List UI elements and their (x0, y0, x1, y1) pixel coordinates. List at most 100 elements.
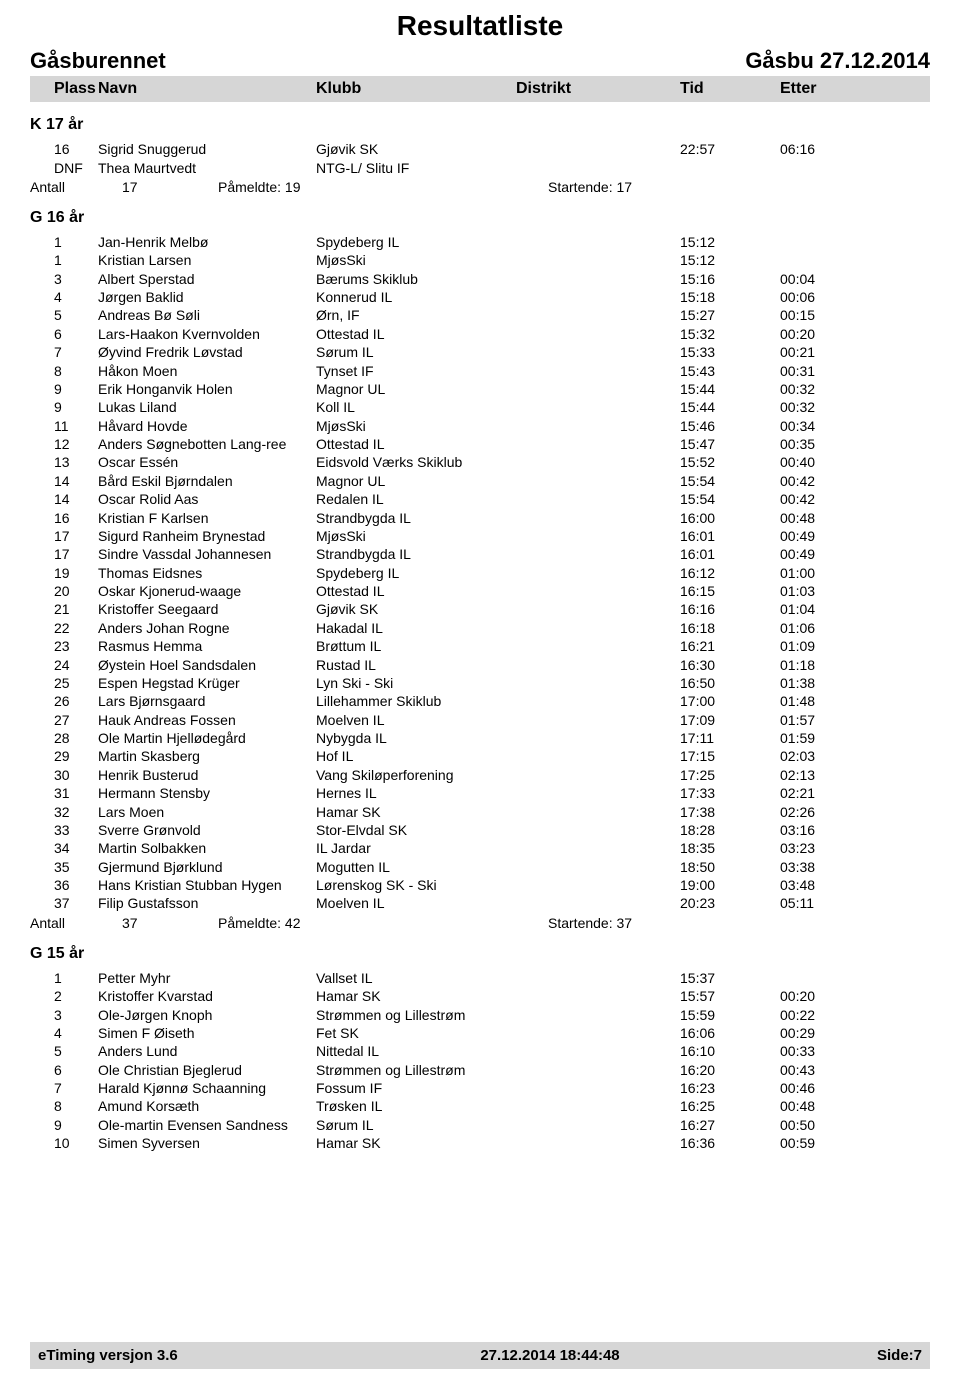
cell-etter: 02:03 (780, 748, 890, 764)
table-row: 17Sigurd Ranheim BrynestadMjøsSki16:0100… (30, 527, 930, 545)
cell-plass: 6 (30, 326, 98, 342)
cell-klubb: Stor-Elvdal SK (316, 822, 516, 838)
cell-navn: Ole Martin Hjellødegård (98, 730, 316, 746)
cell-klubb: Lillehammer Skiklub (316, 693, 516, 709)
table-row: 16Kristian F KarlsenStrandbygda IL16:000… (30, 508, 930, 526)
cell-tid: 16:36 (680, 1135, 780, 1151)
cell-plass: 14 (30, 473, 98, 489)
cell-plass: 8 (30, 363, 98, 379)
cell-tid: 17:25 (680, 767, 780, 783)
cell-navn: Ole Christian Bjeglerud (98, 1062, 316, 1078)
cell-etter: 00:21 (780, 344, 890, 360)
cell-klubb: Moelven IL (316, 895, 516, 911)
summary-antall: 17 (98, 179, 218, 195)
table-row: 32Lars MoenHamar SK17:3802:26 (30, 802, 930, 820)
cell-klubb: Fossum IF (316, 1080, 516, 1096)
table-row: DNFThea MaurtvedtNTG-L/ Slitu IF (30, 158, 930, 176)
cell-tid: 16:00 (680, 510, 780, 526)
cell-distrikt (516, 344, 680, 360)
column-headers: Plass Navn Klubb Distrikt Tid Etter (30, 76, 930, 102)
table-row: 4Simen F ØisethFet SK16:0600:29 (30, 1024, 930, 1042)
cell-navn: Simen Syversen (98, 1135, 316, 1151)
cell-plass: 9 (30, 381, 98, 397)
cell-klubb: Eidsvold Værks Skiklub (316, 454, 516, 470)
cell-etter: 03:23 (780, 840, 890, 856)
group-title: K 17 år (30, 116, 930, 134)
cell-distrikt (516, 877, 680, 893)
cell-klubb: Hof IL (316, 748, 516, 764)
group-rows: 16Sigrid SnuggerudGjøvik SK22:5706:16DNF… (30, 140, 930, 177)
cell-etter: 00:43 (780, 1062, 890, 1078)
group-rows: 1Petter MyhrVallset IL15:372Kristoffer K… (30, 969, 930, 1153)
summary-pameldte: Påmeldte: 19 (218, 179, 438, 195)
cell-klubb: Ottestad IL (316, 326, 516, 342)
cell-navn: Jørgen Baklid (98, 289, 316, 305)
group-summary: Antall17Påmeldte: 19Startende: 17 (30, 177, 930, 195)
footer-left: eTiming versjon 3.6 (38, 1347, 298, 1364)
cell-navn: Petter Myhr (98, 970, 316, 986)
table-row: 30Henrik BusterudVang Skiløperforening17… (30, 766, 930, 784)
table-row: 34Martin SolbakkenIL Jardar18:3503:23 (30, 839, 930, 857)
cell-distrikt (516, 1043, 680, 1059)
cell-navn: Sigrid Snuggerud (98, 141, 316, 157)
event-header: Gåsburennet Gåsbu 27.12.2014 (30, 48, 930, 74)
cell-tid: 15:44 (680, 381, 780, 397)
cell-etter: 00:33 (780, 1043, 890, 1059)
cell-navn: Martin Skasberg (98, 748, 316, 764)
table-row: 20Oskar Kjonerud-waageOttestad IL16:1501… (30, 582, 930, 600)
cell-distrikt (516, 712, 680, 728)
table-row: 9Ole-martin Evensen SandnessSørum IL16:2… (30, 1116, 930, 1134)
table-row: 31Hermann StensbyHernes IL17:3302:21 (30, 784, 930, 802)
group-summary: Antall37Påmeldte: 42Startende: 37 (30, 913, 930, 931)
cell-plass: 30 (30, 767, 98, 783)
cell-navn: Anders Søgnebotten Lang-ree (98, 436, 316, 452)
cell-plass: 28 (30, 730, 98, 746)
cell-navn: Anders Lund (98, 1043, 316, 1059)
cell-tid: 17:00 (680, 693, 780, 709)
cell-distrikt (516, 1080, 680, 1096)
cell-klubb: Vallset IL (316, 970, 516, 986)
cell-distrikt (516, 528, 680, 544)
cell-etter: 03:38 (780, 859, 890, 875)
table-row: 37Filip GustafssonMoelven IL20:2305:11 (30, 894, 930, 912)
cell-plass: 5 (30, 1043, 98, 1059)
table-row: 16Sigrid SnuggerudGjøvik SK22:5706:16 (30, 140, 930, 158)
cell-plass: 16 (30, 510, 98, 526)
cell-distrikt (516, 620, 680, 636)
cell-plass: 7 (30, 344, 98, 360)
cell-navn: Kristian F Karlsen (98, 510, 316, 526)
cell-plass: 13 (30, 454, 98, 470)
cell-plass: 25 (30, 675, 98, 691)
cell-distrikt (516, 1117, 680, 1133)
cell-plass: 16 (30, 141, 98, 157)
cell-navn: Håkon Moen (98, 363, 316, 379)
cell-distrikt (516, 510, 680, 526)
cell-plass: 2 (30, 988, 98, 1004)
cell-tid: 15:46 (680, 418, 780, 434)
cell-plass: 7 (30, 1080, 98, 1096)
table-row: 27Hauk Andreas FossenMoelven IL17:0901:5… (30, 711, 930, 729)
cell-klubb: MjøsSki (316, 528, 516, 544)
cell-navn: Simen F Øiseth (98, 1025, 316, 1041)
cell-distrikt (516, 271, 680, 287)
cell-navn: Harald Kjønnø Schaanning (98, 1080, 316, 1096)
cell-plass: 4 (30, 1025, 98, 1041)
cell-plass: 26 (30, 693, 98, 709)
cell-klubb: Hamar SK (316, 988, 516, 1004)
cell-navn: Amund Korsæth (98, 1098, 316, 1114)
table-row: 6Lars-Haakon KvernvoldenOttestad IL15:32… (30, 325, 930, 343)
cell-navn: Erik Honganvik Holen (98, 381, 316, 397)
cell-klubb: Magnor UL (316, 381, 516, 397)
cell-tid: 15:18 (680, 289, 780, 305)
cell-tid: 17:15 (680, 748, 780, 764)
cell-distrikt (516, 970, 680, 986)
cell-plass: 17 (30, 528, 98, 544)
cell-distrikt (516, 289, 680, 305)
cell-etter: 00:35 (780, 436, 890, 452)
cell-etter: 00:32 (780, 381, 890, 397)
cell-navn: Jan-Henrik Melbø (98, 234, 316, 250)
cell-tid (680, 160, 780, 176)
cell-distrikt (516, 1062, 680, 1078)
cell-etter: 01:38 (780, 675, 890, 691)
cell-tid: 18:35 (680, 840, 780, 856)
